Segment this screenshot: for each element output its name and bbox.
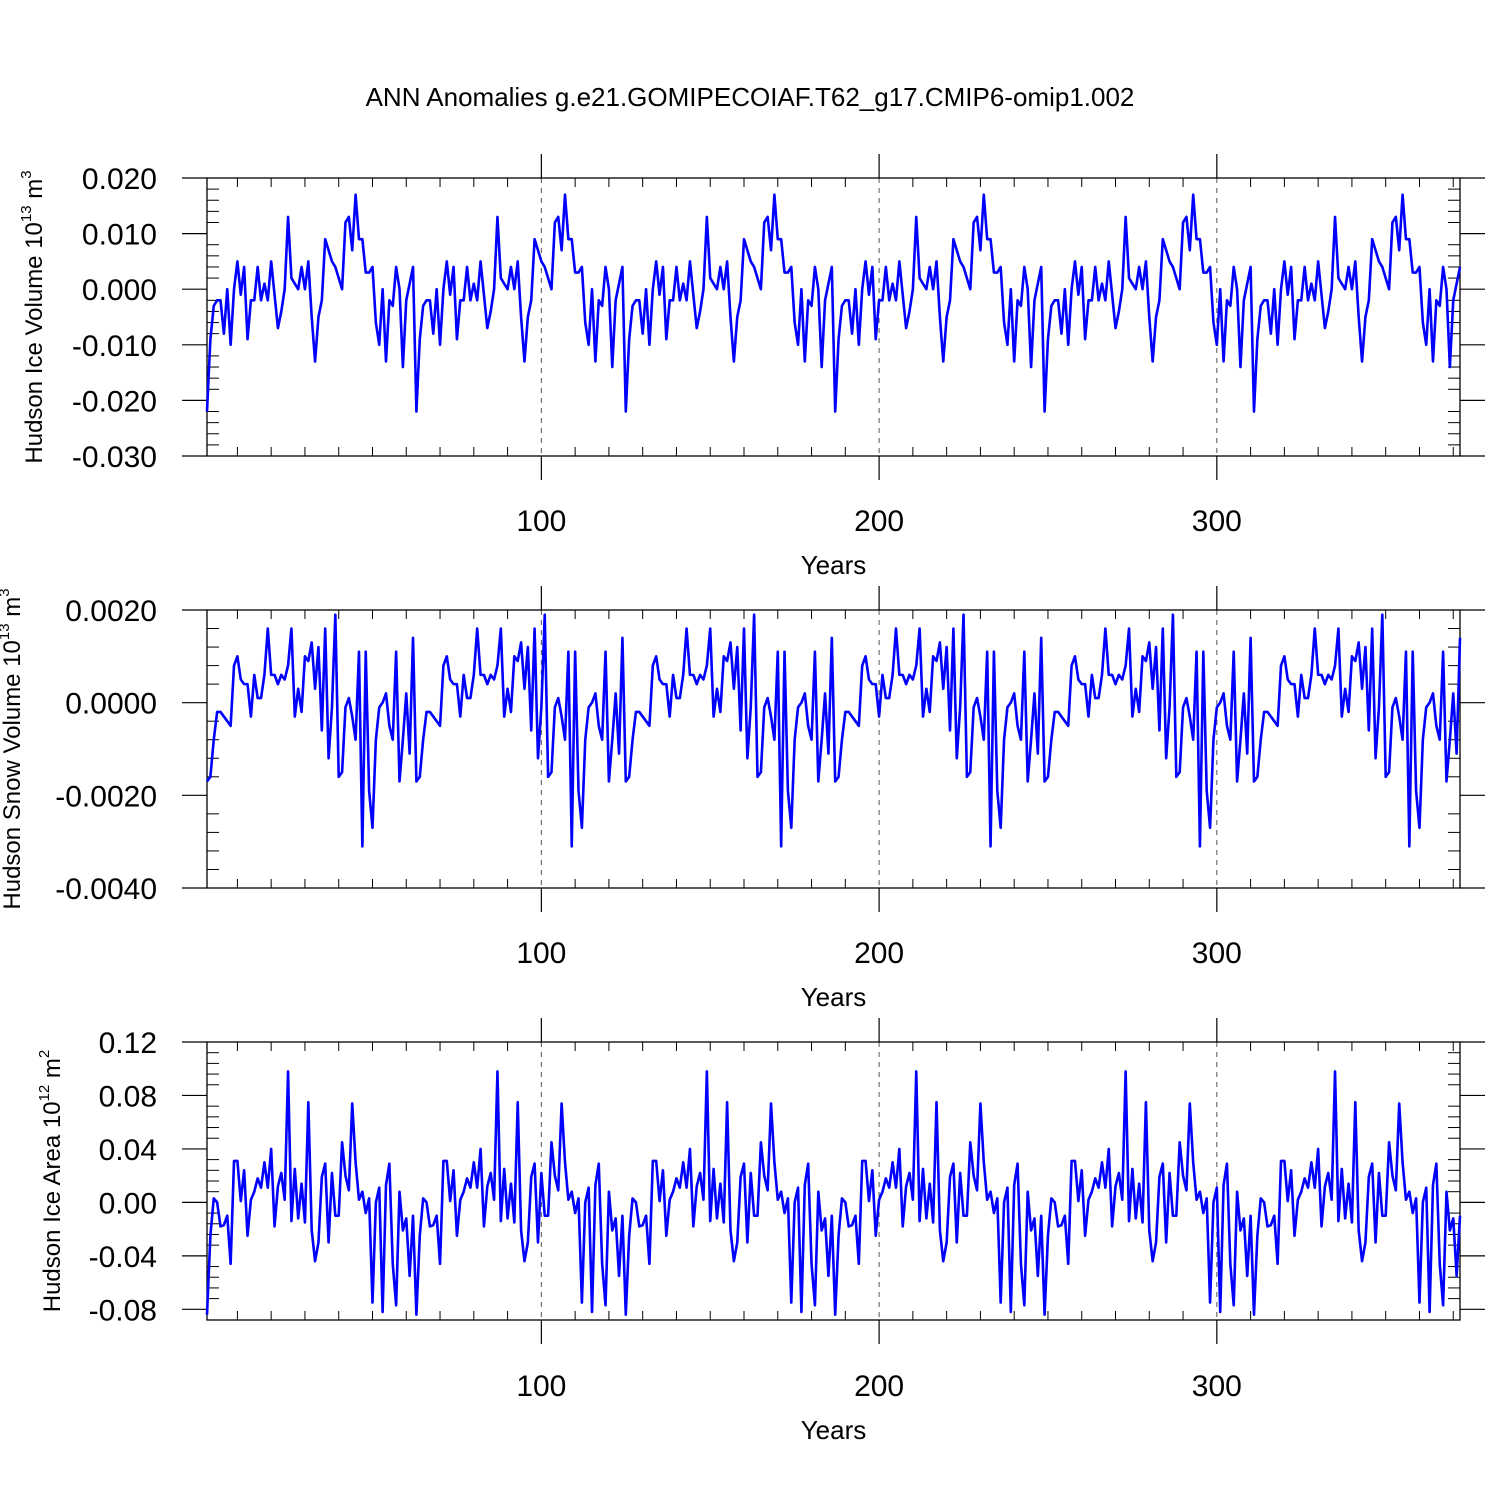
x-axis-label: Years (801, 550, 867, 580)
y-axis-label: Hudson Ice Volume 1013 m3 (18, 170, 48, 463)
y-tick-label-0.010: 0.010 (82, 219, 157, 252)
y-tick-label--0.08: -0.08 (89, 1294, 157, 1327)
y-axis-label-unit-exponent: 3 (18, 170, 35, 178)
x-axis-label: Years (801, 1415, 867, 1445)
y-axis-label-main: Hudson Ice Area 10 (39, 1101, 66, 1312)
y-tick-label--0.030: -0.030 (72, 441, 157, 474)
y-tick-label--0.0020: -0.0020 (55, 780, 157, 813)
y-axis-label-unit-exponent: 3 (0, 588, 13, 596)
x-tick-label-100: 100 (516, 1370, 566, 1403)
x-tick-label-200: 200 (854, 937, 904, 970)
y-tick-label--0.0040: -0.0040 (55, 873, 157, 906)
y-tick-label-0.0000: 0.0000 (65, 688, 157, 721)
y-tick-label--0.020: -0.020 (72, 385, 157, 418)
x-tick-label-100: 100 (516, 505, 566, 538)
y-tick-label-0.0020: 0.0020 (65, 595, 157, 628)
y-tick-label-0.04: 0.04 (99, 1134, 157, 1167)
y-axis-label-exponent: 12 (36, 1085, 53, 1102)
y-axis-label: Hudson Snow Volume 1013 m3 (0, 588, 26, 909)
y-axis-label: Hudson Ice Area 1012 m2 (36, 1050, 66, 1313)
y-tick-label-0.08: 0.08 (99, 1080, 157, 1113)
y-axis-label-main: Hudson Ice Volume 10 (21, 222, 48, 464)
plot-frame (206, 609, 1461, 889)
y-axis-label-unit-exponent: 2 (36, 1050, 53, 1058)
panel-snow-volume: 100 200 300 0.0020 0.0000 -0.0020 -0.0040 Years… (0, 586, 1485, 1012)
series-line-ice-area (205, 1070, 1462, 1316)
x-tick-label-300: 300 (1192, 1370, 1242, 1403)
panel-ice-area: 100 200 300 0.12 0.08 0.04 0.00 -0.04 -0.08 Years… (36, 1018, 1485, 1445)
y-tick-label-0.12: 0.12 (99, 1027, 157, 1060)
series-line-snow-volume (205, 613, 1462, 848)
y-tick-label--0.010: -0.010 (72, 330, 157, 363)
x-tick-label-200: 200 (854, 505, 904, 538)
x-tick-label-300: 300 (1192, 505, 1242, 538)
y-tick-label-0.020: 0.020 (82, 163, 157, 196)
y-tick-label-0.000: 0.000 (82, 274, 157, 307)
y-tick-label-0.00: 0.00 (99, 1187, 157, 1220)
chart-title: ANN Anomalies g.e21.GOMIPECOIAF.T62_g17.… (366, 82, 1135, 112)
y-axis-label-unit: m (39, 1058, 66, 1085)
plot-frame (206, 177, 1461, 457)
panel-ice-volume: 100 200 300 0.020 0.010 0.000 -0.010 -0.020 -0.0… (18, 154, 1485, 580)
y-axis-label-main: Hudson Snow Volume 10 (0, 640, 26, 910)
series-line-ice-volume (205, 193, 1462, 413)
x-tick-label-300: 300 (1192, 937, 1242, 970)
x-axis-label: Years (801, 982, 867, 1012)
x-tick-label-100: 100 (516, 937, 566, 970)
y-axis-label-exponent: 13 (18, 205, 35, 222)
y-tick-label--0.04: -0.04 (89, 1241, 157, 1274)
x-tick-label-200: 200 (854, 1370, 904, 1403)
plot-frame (206, 1041, 1461, 1321)
y-axis-label-unit: m (0, 597, 26, 624)
y-axis-label-unit: m (21, 179, 48, 206)
y-axis-label-exponent: 13 (0, 623, 13, 640)
